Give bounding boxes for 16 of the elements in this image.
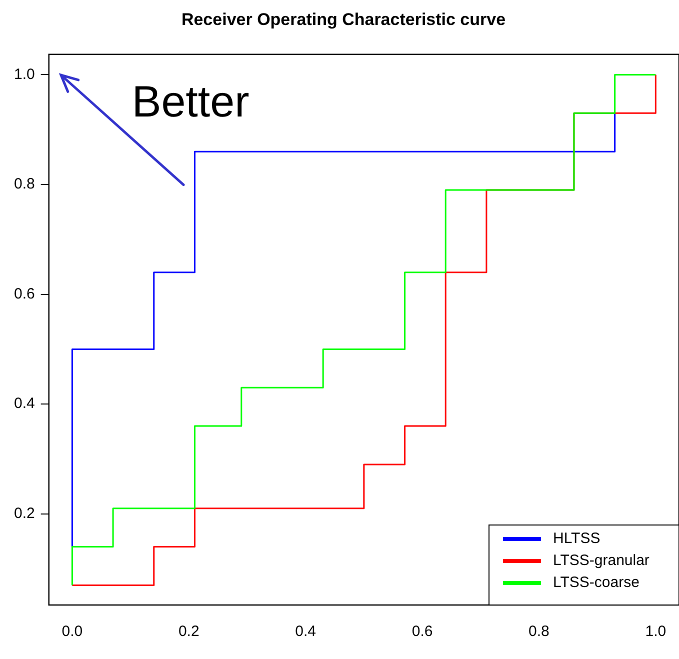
y-tick-label: 0.8 bbox=[14, 176, 35, 193]
y-tick-label: 0.2 bbox=[14, 505, 35, 522]
x-tick-label: 0.4 bbox=[295, 623, 316, 640]
x-tick-label: 0.6 bbox=[412, 623, 433, 640]
x-tick-label: 1.0 bbox=[645, 623, 666, 640]
legend-label: LTSS-coarse bbox=[553, 574, 640, 592]
legend-label: LTSS-granular bbox=[553, 552, 650, 570]
x-tick-label: 0.0 bbox=[62, 623, 83, 640]
legend-label: HLTSS bbox=[553, 530, 600, 548]
annotation: Better bbox=[132, 78, 250, 127]
y-tick-label: 0.6 bbox=[14, 285, 35, 302]
x-tick-label: 0.2 bbox=[178, 623, 200, 640]
y-tick-label: 0.4 bbox=[14, 395, 35, 412]
chart-title: Receiver Operating Characteristic curve bbox=[181, 10, 506, 29]
x-tick-label: 0.8 bbox=[528, 623, 550, 640]
y-tick-label: 1.0 bbox=[14, 66, 35, 83]
